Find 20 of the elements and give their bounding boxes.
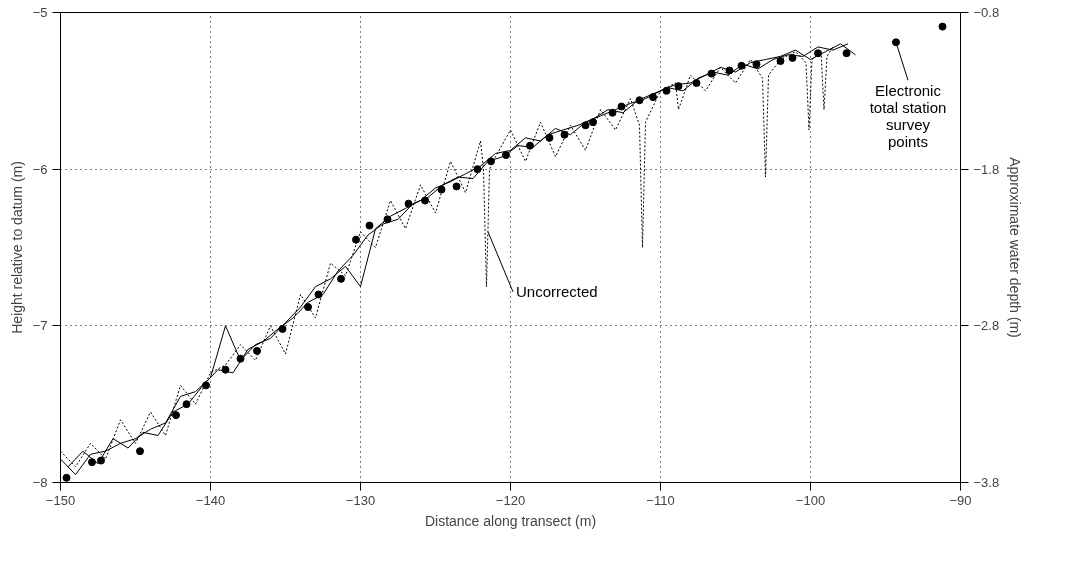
y2-tick-label: −3.8 — [973, 475, 1000, 490]
y2-tick-label: −0.8 — [973, 5, 1000, 20]
y2-axis-title: Approximate water depth (m) — [1007, 157, 1024, 338]
x-tick-label: −150 — [45, 492, 76, 508]
y2-tick-label: −2.8 — [973, 318, 1000, 334]
x-axis-title: Distance along transect (m) — [424, 512, 597, 529]
annotation: Electronic total station survey points — [869, 82, 947, 151]
annotation: Uncorrected — [516, 283, 598, 301]
y-tick-label: −5 — [32, 5, 48, 20]
y-tick-label: −7 — [32, 318, 48, 334]
x-tick-label: −100 — [795, 492, 826, 508]
x-tick-label: −130 — [345, 492, 376, 508]
y-axis-title: Height relative to datum (m) — [8, 161, 25, 334]
y-tick-label: −6 — [32, 161, 48, 177]
x-tick-label: −90 — [949, 492, 972, 508]
x-tick-label: −140 — [195, 492, 226, 508]
y-tick-label: −8 — [32, 475, 48, 490]
x-tick-label: −110 — [646, 492, 675, 508]
y2-tick-label: −1.8 — [973, 161, 1000, 177]
x-tick-label: −120 — [495, 492, 526, 508]
